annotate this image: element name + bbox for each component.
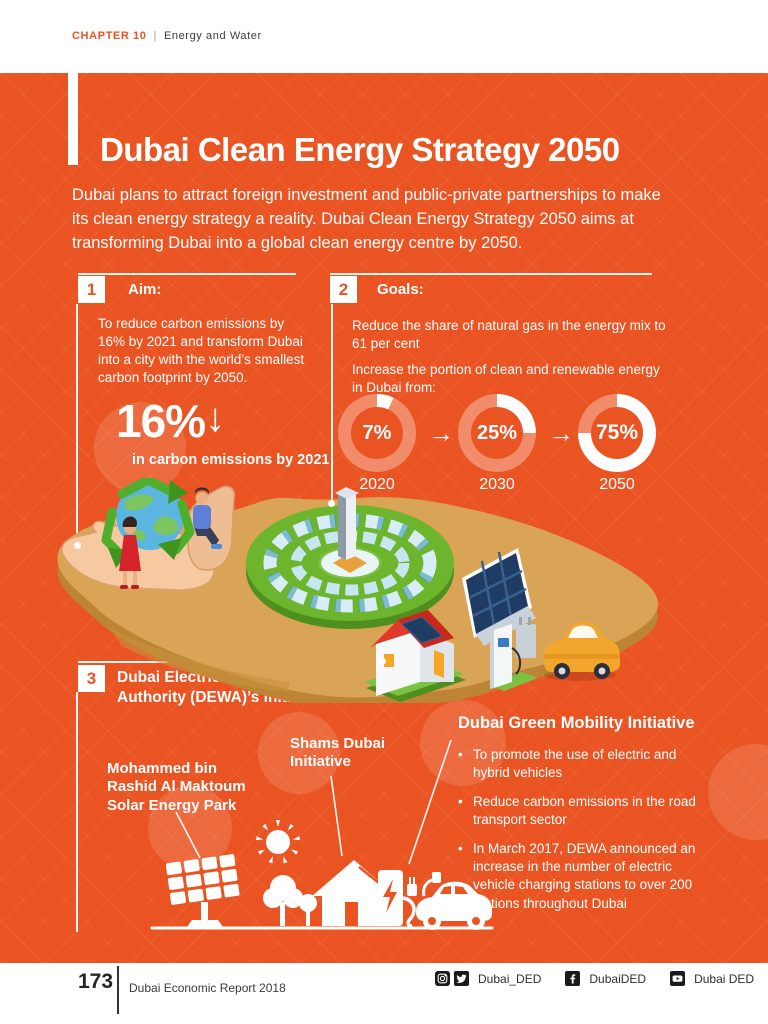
land-shading [110, 628, 290, 692]
solar-house [364, 610, 466, 702]
intro-paragraph: Dubai plans to attract foreign investmen… [72, 186, 661, 252]
yellow-car [543, 622, 620, 681]
stat-caption: in carbon emissions by 2021 [132, 452, 330, 468]
ev-car-icon [416, 872, 492, 930]
footer-divider [117, 966, 119, 1014]
initiative-icons [150, 820, 494, 930]
shams-dubai-label: Shams Dubai Initiative [290, 735, 386, 771]
donut-2020-value: 7% [362, 421, 392, 444]
twitter-icon[interactable] [454, 971, 469, 986]
goals-connector-line [331, 304, 333, 502]
donut-year-2050: 2050 [599, 476, 635, 493]
report-title: Dubai Economic Report 2018 [129, 981, 286, 995]
progress-arrow-icon: → [428, 418, 454, 448]
stat-value: 16% [116, 395, 206, 447]
goals-number-badge: 2 [330, 276, 357, 303]
isometric-illustration [57, 478, 659, 703]
initiatives-rule-dot [379, 658, 386, 665]
person-man-sitting [193, 487, 222, 549]
ev-charger-icon [378, 870, 417, 928]
social-links: Dubai_DED DubaiDED Dubai DED [435, 971, 754, 986]
donut-2050-value: 75% [595, 421, 639, 444]
ev-charging-station [488, 617, 538, 691]
section-label: Energy and Water [163, 30, 262, 42]
aim-connector-dot [74, 542, 81, 549]
donut-year-2020: 2020 [359, 476, 395, 493]
carbon-stat: 16% ↓ [116, 394, 225, 448]
social-handle[interactable]: Dubai_DED [478, 971, 542, 986]
page-title: Dubai Clean Energy Strategy 2050 [100, 131, 620, 168]
aim-rule [78, 273, 296, 275]
title-accent-bar [68, 73, 78, 165]
page-number: 173 [78, 970, 114, 993]
mobility-bullet: To promote the use of electric and hybri… [456, 746, 756, 782]
social-handle[interactable]: Dubai DED [694, 971, 755, 986]
green-mobility-bullets: To promote the use of electric and hybri… [456, 746, 756, 924]
decorative-circle [258, 712, 340, 794]
solar-tower [338, 488, 346, 560]
aim-heading: Aim: [128, 281, 162, 298]
chapter-label: CHAPTER 10 [72, 30, 147, 42]
social-handle[interactable]: DubaiDED [589, 971, 647, 986]
youtube-icon[interactable] [670, 971, 686, 986]
stat-backdrop-circle [94, 402, 186, 494]
donut-year-2030: 2030 [479, 476, 515, 493]
solar-panel-icon [165, 854, 240, 927]
person-woman [119, 516, 141, 589]
goal-2-text: Increase the portion of clean and renewa… [352, 362, 660, 396]
mobility-bullet: Reduce carbon emissions in the road tran… [456, 793, 756, 829]
initiatives-connector-line [76, 692, 78, 932]
social-dubai-ded-twitter[interactable]: Dubai_DED [435, 971, 541, 986]
donut-chart-2020: 7% [338, 394, 416, 472]
social-dubai-ded-facebook[interactable]: DubaiDED [565, 971, 646, 986]
social-dubai-ded-youtube[interactable]: Dubai DED [670, 971, 754, 986]
breadcrumb: CHAPTER 10 | Energy and Water [72, 30, 262, 42]
instagram-icon[interactable] [435, 971, 450, 986]
aim-number-badge: 1 [78, 276, 105, 303]
aim-body-text: To reduce carbon emissions by 16% by 202… [98, 316, 305, 386]
mobility-bullet: In March 2017, DEWA announced an increas… [456, 840, 756, 912]
breadcrumb-separator: | [153, 30, 157, 42]
progress-arrow-icon: → [548, 418, 574, 448]
donut-chart-2030: 25% [458, 394, 536, 472]
donut-chart-2050: 75% [578, 394, 656, 472]
goals-heading: Goals: [377, 281, 424, 298]
initiatives-number-badge: 3 [78, 665, 105, 692]
facebook-icon[interactable] [565, 971, 581, 986]
green-mobility-title: Dubai Green Mobility Initiative [458, 714, 695, 732]
solar-park [246, 487, 454, 629]
solar-park-label: Mohammed bin Rashid Al Maktoum Solar Ene… [107, 760, 246, 814]
down-arrow-icon: ↓ [205, 396, 226, 440]
trees-icon [263, 875, 317, 926]
goals-rule [330, 273, 652, 275]
goal-1-text: Reduce the share of natural gas in the e… [352, 318, 666, 352]
aim-connector-line [76, 304, 78, 544]
sun-icon [255, 820, 301, 864]
goals-connector-dot [328, 500, 335, 507]
house-icon [312, 860, 396, 926]
donut-2030-value: 25% [476, 421, 518, 444]
